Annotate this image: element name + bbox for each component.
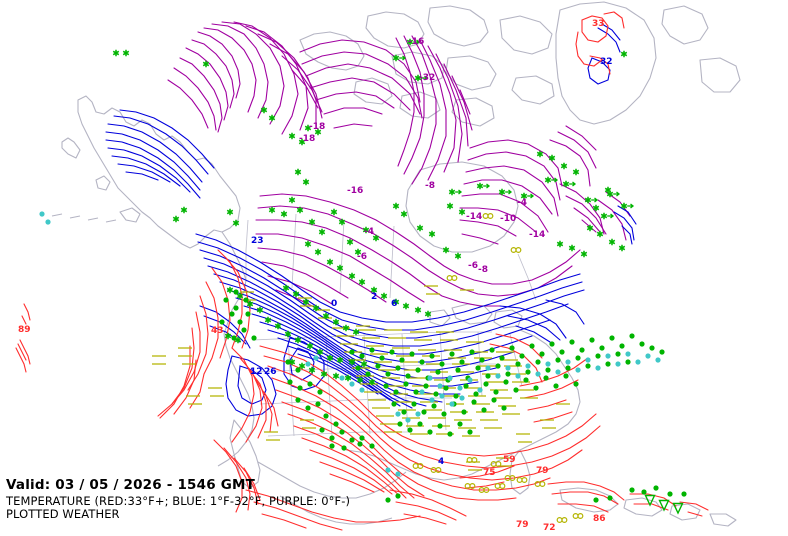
map-caption: Valid: 03 / 05 / 2026 - 1546 GMT TEMPERA…	[6, 477, 351, 523]
contour-label: -14	[529, 230, 545, 240]
contour-label: 86	[593, 514, 606, 524]
contour-label: -16	[408, 37, 424, 47]
temperature-legend-label: TEMPERATURE (RED:33°F+; BLUE: 1°F-32°F, …	[6, 493, 351, 508]
contour-label: -8	[478, 265, 488, 275]
contour-label: 43	[211, 326, 224, 336]
contour-label: -18	[299, 134, 315, 144]
contour-label: 4	[438, 457, 444, 467]
contour-label: 2	[371, 292, 377, 302]
contour-label: -6	[357, 252, 367, 262]
valid-time-label: Valid: 03 / 05 / 2026 - 1546 GMT	[6, 477, 256, 493]
isotherm-purple-layer	[167, 21, 631, 309]
isotherm-blue-layer	[105, 23, 637, 417]
contour-label: 12	[250, 367, 263, 377]
contour-label: -18	[309, 122, 325, 132]
contour-label: -6	[468, 261, 478, 271]
contour-label: -4	[364, 227, 374, 237]
contour-label: 72	[543, 523, 556, 533]
contour-label: 26	[264, 367, 277, 377]
contour-label: -4	[517, 198, 527, 208]
contour-label: 6	[391, 299, 397, 309]
contour-label: -14	[466, 212, 482, 222]
isotherm-olive-layer	[152, 285, 570, 471]
contour-label: 59	[503, 455, 516, 465]
contour-label: -32	[419, 73, 435, 83]
contour-label: -16	[347, 186, 363, 196]
contour-label: -10	[500, 214, 516, 224]
contour-label: 79	[536, 466, 549, 476]
contour-label: 32	[600, 57, 613, 67]
contour-label: 0	[331, 299, 337, 309]
contour-label: 79	[516, 520, 529, 530]
contour-label: 75	[483, 468, 496, 478]
contour-label: 89	[18, 325, 31, 335]
isotherm-red-layer	[15, 11, 709, 531]
contour-label-layer: -18 -16 -32 -18 -8 -28 -10 -14 -14 -4 -6…	[18, 19, 613, 533]
contour-label: -8	[425, 181, 435, 191]
contour-label: 23	[251, 236, 264, 246]
contour-label: 33	[592, 19, 605, 29]
plot-type-label: PLOTTED WEATHER	[6, 507, 120, 521]
